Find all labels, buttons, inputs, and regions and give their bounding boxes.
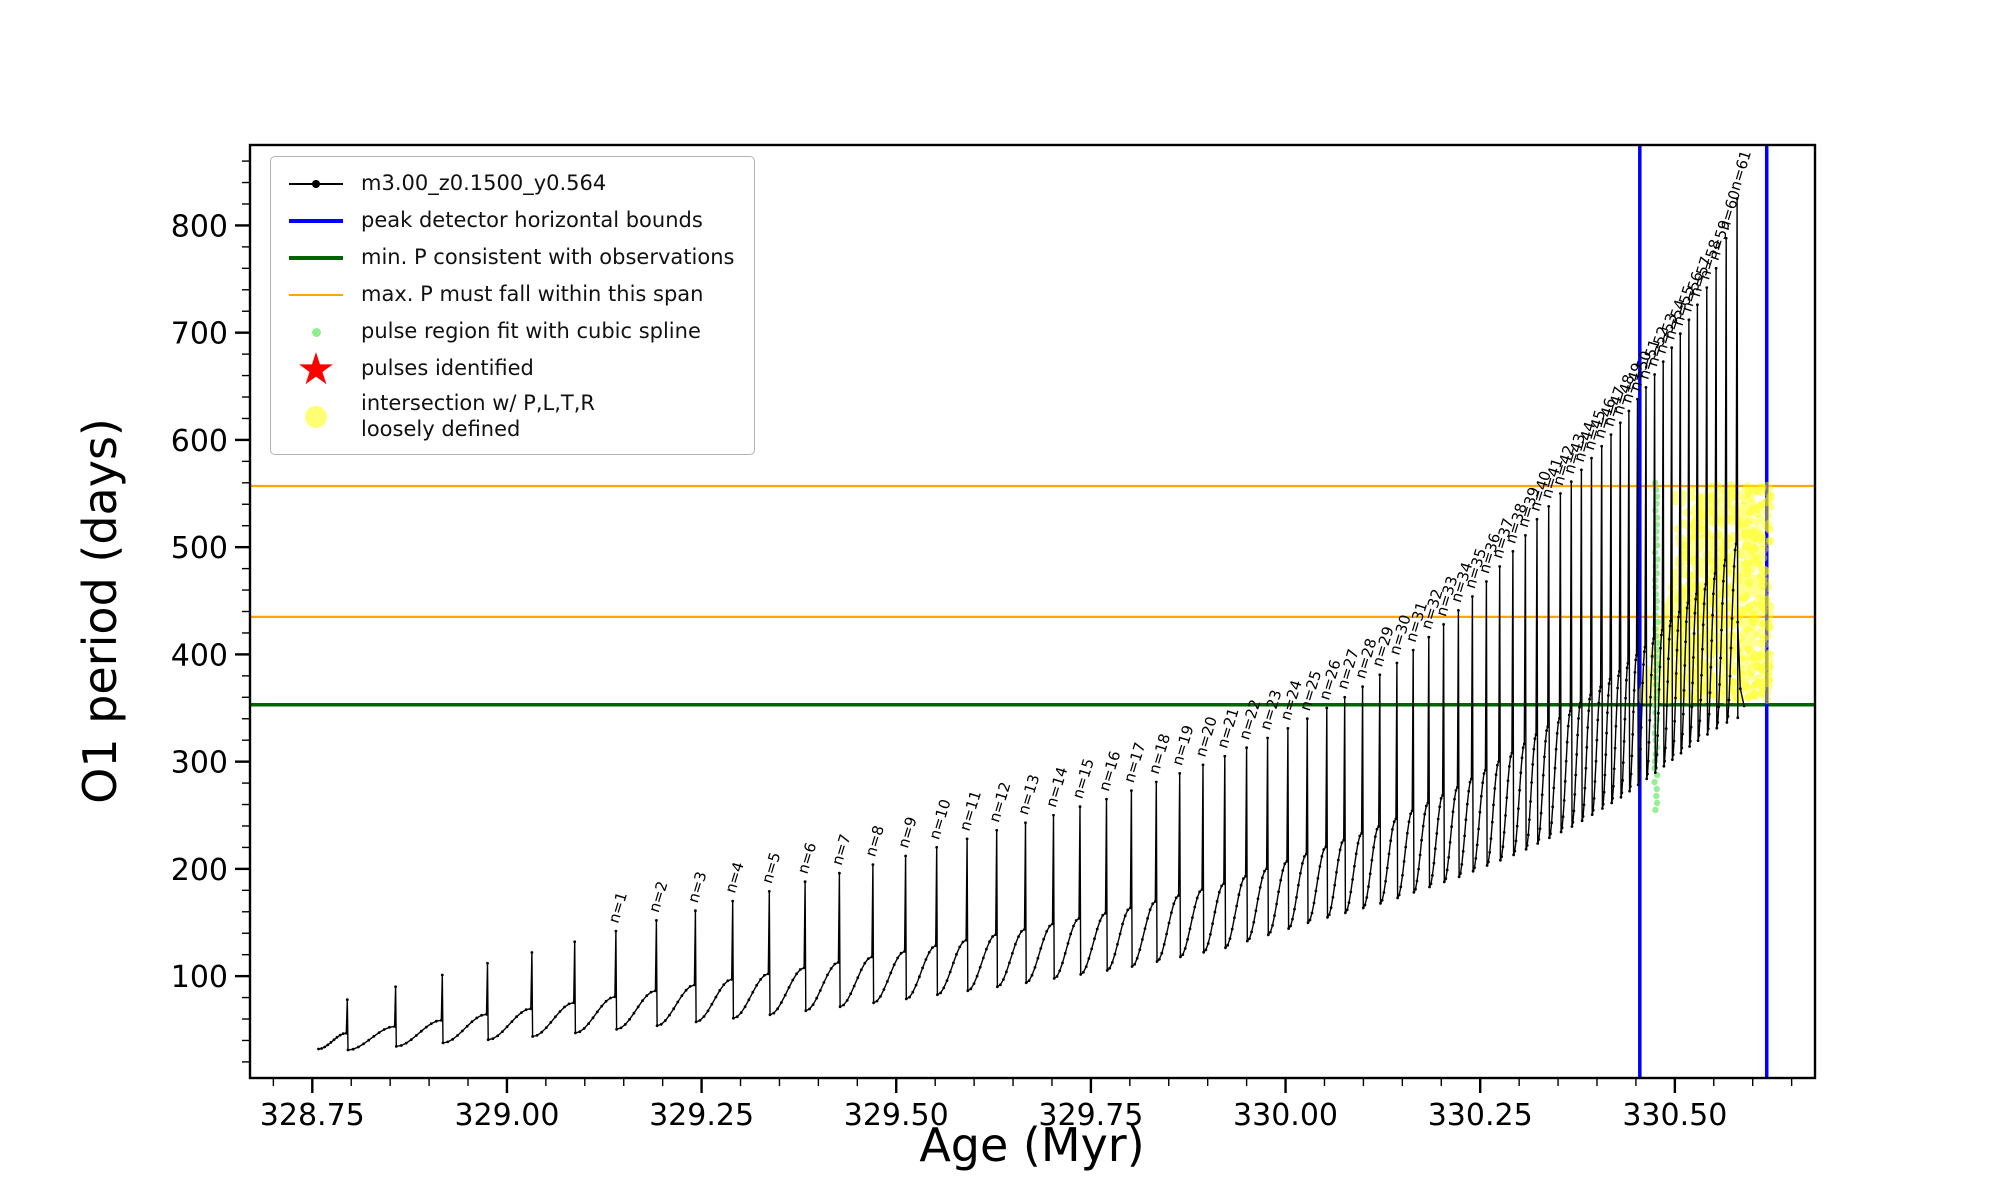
legend-item-spline-fit: pulse region fit with cubic spline bbox=[285, 317, 734, 347]
legend-item-peak-bounds: peak detector horizontal bounds bbox=[285, 206, 734, 236]
pulse-label: n=9 bbox=[894, 815, 920, 851]
legend-label: m3.00_z0.1500_y0.564 bbox=[361, 171, 607, 196]
legend-label: min. P consistent with observations bbox=[361, 245, 735, 270]
x-tick-label: 330.00 bbox=[1233, 1098, 1338, 1133]
line-dot-marker-icon bbox=[285, 169, 347, 199]
legend-label: peak detector horizontal bounds bbox=[361, 208, 703, 233]
pulse-label: n=2 bbox=[645, 879, 671, 915]
y-tick-label: 300 bbox=[171, 746, 228, 781]
legend-item-model: m3.00_z0.1500_y0.564 bbox=[285, 169, 734, 199]
axes: 328.75 329.00 329.25 329.50 329.75 330.00 330.… bbox=[171, 143, 1817, 1133]
y-tick-label: 600 bbox=[171, 424, 228, 459]
pulse-label: n=18 bbox=[1145, 732, 1174, 777]
legend-item-min-p: min. P consistent with observations bbox=[285, 243, 734, 273]
legend-item-intersection: intersection w/ P,L,T,R loosely defined bbox=[285, 391, 734, 442]
x-tick-label: 330.25 bbox=[1428, 1098, 1533, 1133]
legend-label: max. P must fall within this span bbox=[361, 282, 704, 307]
pulse-label: n=11 bbox=[956, 788, 985, 833]
pulse-label: n=61 bbox=[1726, 148, 1755, 193]
legend-item-max-p: max. P must fall within this span bbox=[285, 280, 734, 310]
x-tick-label: 329.25 bbox=[649, 1098, 754, 1133]
pulse-label: n=19 bbox=[1168, 723, 1197, 768]
x-tick-label: 329.00 bbox=[454, 1098, 559, 1133]
spline-fit-scatter bbox=[1651, 479, 1661, 814]
pulse-label: n=3 bbox=[684, 869, 710, 905]
x-tick-label: 329.75 bbox=[1038, 1098, 1143, 1133]
pulse-label: n=16 bbox=[1095, 749, 1124, 794]
y-tick-label: 700 bbox=[171, 317, 228, 352]
pulse-label: n=60 bbox=[1715, 188, 1744, 233]
pulse-label: n=15 bbox=[1069, 756, 1098, 801]
pulse-label: n=12 bbox=[985, 780, 1014, 825]
y-tick-label: 100 bbox=[171, 960, 228, 995]
y-tick-label: 200 bbox=[171, 853, 228, 888]
pulse-label: n=8 bbox=[861, 823, 887, 859]
x-axis-title: Age (Myr) bbox=[919, 1118, 1145, 1172]
x-tick-label: 330.50 bbox=[1622, 1098, 1727, 1133]
orange-line-marker-icon bbox=[285, 280, 347, 310]
pulse-label: n=13 bbox=[1014, 772, 1043, 817]
blue-line-marker-icon bbox=[285, 206, 347, 236]
pulse-label: n=1 bbox=[605, 890, 631, 926]
green-line-marker-icon bbox=[285, 243, 347, 273]
pulse-label: n=5 bbox=[758, 850, 784, 886]
pulse-label: n=7 bbox=[828, 832, 854, 868]
pulse-label: n=6 bbox=[794, 840, 820, 876]
y-tick-label: 500 bbox=[171, 531, 228, 566]
y-axis-title: O1 period (days) bbox=[73, 418, 127, 804]
peak-detector-vlines bbox=[1638, 145, 1769, 1078]
legend-item-pulses: ★ pulses identified bbox=[285, 343, 734, 395]
pulse-label: n=14 bbox=[1042, 765, 1071, 810]
legend: m3.00_z0.1500_y0.564 peak detector horiz… bbox=[270, 156, 756, 456]
model-track-series bbox=[317, 197, 1746, 1052]
legend-label: pulses identified bbox=[361, 356, 534, 381]
star-icon: ★ bbox=[296, 343, 336, 395]
reference-hlines bbox=[250, 484, 1815, 707]
x-tick-label: 329.50 bbox=[844, 1098, 949, 1133]
green-dot-marker-icon bbox=[285, 317, 347, 347]
x-tick-label: 328.75 bbox=[260, 1098, 365, 1133]
yellow-dot-marker-icon bbox=[285, 402, 347, 432]
y-tick-label: 800 bbox=[171, 209, 228, 244]
pulse-label: n=4 bbox=[721, 860, 747, 896]
y-tick-label: 400 bbox=[171, 638, 228, 673]
pulse-label: n=17 bbox=[1120, 740, 1149, 785]
pulse-label: n=10 bbox=[925, 797, 954, 842]
legend-label: pulse region fit with cubic spline bbox=[361, 319, 701, 344]
legend-label: intersection w/ P,L,T,R loosely defined bbox=[361, 391, 595, 441]
